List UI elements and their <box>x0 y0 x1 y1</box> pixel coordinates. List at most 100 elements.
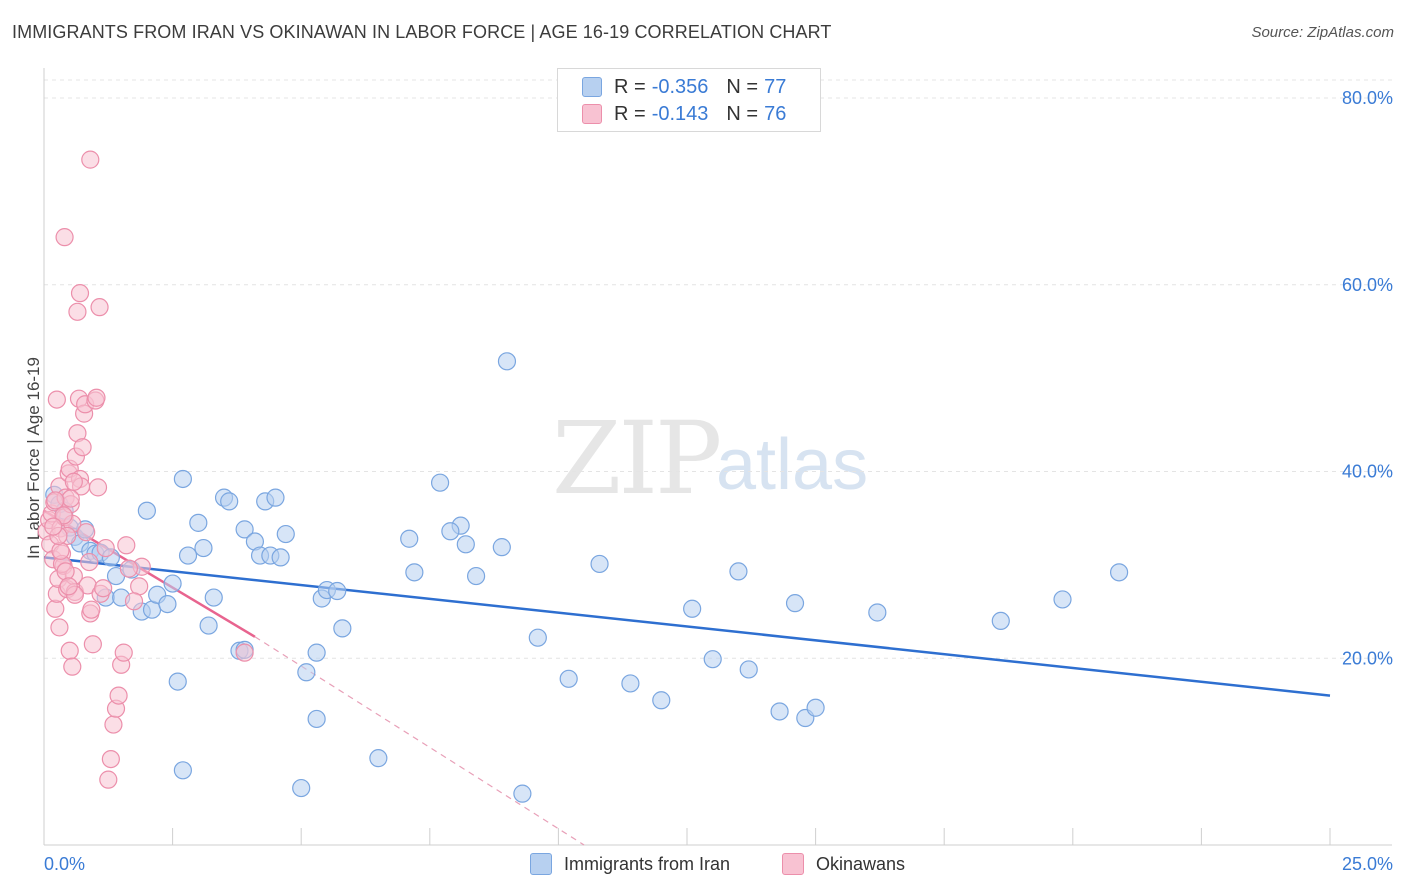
okinawan-point-55 <box>50 618 69 637</box>
n-label: N = <box>726 102 759 125</box>
legend-row-iran: R = -0.356 N = 77 <box>582 74 804 100</box>
legend-item-okinawan[interactable]: Okinawans <box>782 850 905 878</box>
iran-point-75 <box>513 784 532 803</box>
iran-point-37 <box>271 548 290 567</box>
iran-swatch <box>582 77 602 97</box>
iran-point-40 <box>307 643 326 662</box>
iran-point-16 <box>137 501 156 520</box>
iran-point-54 <box>559 669 578 688</box>
okinawan-point-54 <box>47 390 66 409</box>
x-tick-label-max: 25.0% <box>1342 854 1393 874</box>
iran-point-29 <box>220 492 239 511</box>
okinawan-point-57 <box>63 657 82 676</box>
legend-item-iran[interactable]: Immigrants from Iran <box>530 850 730 878</box>
iran-point-20 <box>163 574 182 593</box>
iran-point-72 <box>173 761 192 780</box>
legend-row-okinawan: R = -0.143 N = 76 <box>582 101 804 127</box>
iran-point-46 <box>405 563 424 582</box>
iran-point-65 <box>806 698 825 717</box>
iran-point-39 <box>297 663 316 682</box>
iran-point-57 <box>652 691 671 710</box>
y-tick-label-20: 20.0% <box>1342 648 1393 668</box>
iran-point-49 <box>456 535 475 554</box>
iran-trend-line <box>43 556 1331 697</box>
axes <box>43 68 1392 846</box>
okinawan-point-27 <box>73 438 92 457</box>
iran-point-60 <box>729 562 748 581</box>
data-points <box>37 150 1129 803</box>
iran-point-44 <box>333 619 352 638</box>
okinawan-point-47 <box>109 686 128 705</box>
iran-point-59 <box>703 650 722 669</box>
iran-point-67 <box>991 611 1010 631</box>
okinawan-trend-extension <box>254 636 585 846</box>
tick-labels: 20.0% 40.0% 60.0% 80.0% 0.0% 25.0% <box>44 88 1393 874</box>
okinawan-point-42 <box>96 538 115 558</box>
okinawan-point-73 <box>235 643 254 662</box>
iran-point-62 <box>770 702 789 721</box>
n-value: 77 <box>764 75 787 98</box>
okinawan-point-71 <box>117 536 136 555</box>
okinawan-point-43 <box>99 770 118 789</box>
source-label: Source: ZipAtlas.com <box>1251 24 1394 41</box>
iran-point-19 <box>158 594 177 614</box>
okinawan-point-34 <box>82 600 101 619</box>
x-tick-label-min: 0.0% <box>44 854 85 874</box>
n-value: 76 <box>764 102 787 125</box>
okinawan-point-6 <box>46 599 65 618</box>
iran-point-21 <box>168 672 187 691</box>
iran-point-31 <box>235 520 254 539</box>
iran-point-43 <box>328 581 347 601</box>
iran-point-68 <box>1053 590 1072 609</box>
iran-point-50 <box>466 566 486 586</box>
okinawan-point-50 <box>55 228 74 247</box>
iran-point-38 <box>276 524 295 544</box>
iran-point-23 <box>178 546 198 565</box>
y-tick-label-80: 80.0% <box>1342 88 1393 108</box>
watermark-zip: ZIP <box>552 400 722 517</box>
r-value: -0.143 <box>651 102 709 125</box>
okinawan-point-39 <box>90 298 109 317</box>
iran-point-76 <box>292 778 311 798</box>
iran-point-53 <box>528 628 547 647</box>
okinawan-point-65 <box>54 506 73 525</box>
y-tick-label-60: 60.0% <box>1342 275 1393 295</box>
chart-title: IMMIGRANTS FROM IRAN VS OKINAWAN IN LABO… <box>12 22 832 42</box>
iran-point-58 <box>683 599 702 618</box>
iran-swatch <box>530 853 552 875</box>
okinawan-point-53 <box>81 150 100 169</box>
iran-point-47 <box>430 473 450 492</box>
iran-point-36 <box>266 488 285 507</box>
trend-lines <box>43 509 1331 846</box>
okinawan-point-30 <box>77 523 96 542</box>
iran-point-74 <box>369 749 388 768</box>
okinawan-point-56 <box>60 641 79 660</box>
okinawan-swatch <box>582 104 602 124</box>
okinawan-point-41 <box>94 579 113 598</box>
iran-point-69 <box>1109 563 1129 582</box>
iran-point-56 <box>621 674 640 693</box>
okinawan-point-45 <box>104 715 123 734</box>
n-label: N = <box>726 75 759 98</box>
watermark-atlas: atlas <box>716 425 869 505</box>
okinawan-point-69 <box>44 517 63 536</box>
okinawan-point-44 <box>101 749 120 769</box>
y-tick-label-40: 40.0% <box>1342 462 1393 482</box>
gridlines <box>44 79 1392 659</box>
iran-point-66 <box>868 603 887 622</box>
okinawan-point-68 <box>46 491 65 510</box>
iran-point-61 <box>739 660 758 679</box>
iran-point-55 <box>590 554 609 574</box>
okinawan-point-61 <box>61 489 80 508</box>
okinawan-point-74 <box>124 592 144 611</box>
iran-point-70 <box>441 522 460 541</box>
okinawan-point-52 <box>68 302 87 321</box>
okinawan-point-51 <box>70 284 90 303</box>
iran-point-63 <box>785 594 805 613</box>
r-value: -0.356 <box>651 75 709 98</box>
okinawan-point-35 <box>83 635 102 654</box>
legend-label-iran: Immigrants from Iran <box>564 853 731 874</box>
okinawan-point-64 <box>59 577 78 596</box>
correlation-legend: R = -0.356 N = 77 R = -0.143 N = 76 <box>557 68 821 132</box>
